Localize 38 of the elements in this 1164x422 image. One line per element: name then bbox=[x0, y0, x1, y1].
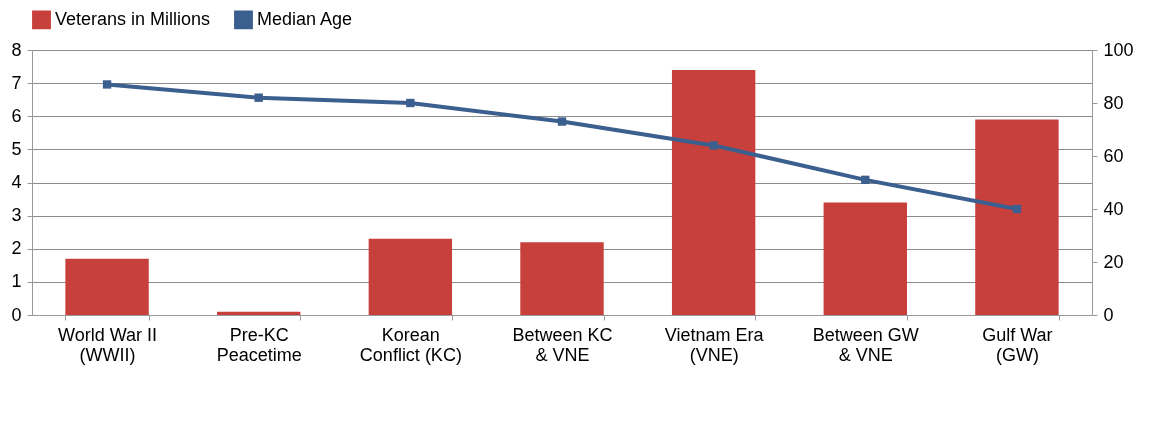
y-tick-label: 7 bbox=[11, 72, 22, 93]
point bbox=[861, 175, 870, 185]
bar bbox=[975, 119, 1059, 315]
y2-tick-label: 20 bbox=[1103, 251, 1124, 272]
y2-tick-label: 100 bbox=[1103, 39, 1134, 60]
bar bbox=[368, 238, 453, 315]
legend-label: Median Age bbox=[257, 8, 353, 29]
point bbox=[1012, 204, 1022, 214]
y2-tick-label: 80 bbox=[1103, 92, 1124, 113]
x-tick-label: World War II (WWII) bbox=[58, 324, 158, 365]
y-tick-label: 2 bbox=[11, 238, 22, 259]
point bbox=[406, 98, 415, 108]
point bbox=[254, 93, 263, 102]
bar bbox=[823, 202, 907, 315]
bar bbox=[65, 258, 149, 315]
x-tick-label: Korean Conflict (KC) bbox=[359, 324, 462, 365]
x-tick-label: Gulf War (GW) bbox=[982, 324, 1053, 365]
y-tick-label: 4 bbox=[11, 172, 22, 192]
bar bbox=[671, 69, 756, 315]
point bbox=[709, 141, 718, 150]
y-tick-label: 3 bbox=[11, 205, 22, 226]
y2-tick-label: 0 bbox=[1103, 304, 1114, 325]
y-tick-label: 6 bbox=[11, 105, 22, 126]
bar bbox=[520, 242, 604, 315]
x-tick-label: Between KC & VNE bbox=[512, 324, 613, 365]
y2-tick-label: 60 bbox=[1103, 145, 1124, 166]
point bbox=[557, 117, 567, 126]
y-tick-label: 5 bbox=[11, 138, 22, 159]
x-tick-label: Between GW & VNE bbox=[812, 324, 919, 365]
y-tick-label: 0 bbox=[11, 304, 22, 325]
legend-label: Veterans in Millions bbox=[55, 8, 211, 29]
y-tick-label: 1 bbox=[11, 271, 22, 292]
bar bbox=[217, 311, 301, 315]
y2-tick-label: 40 bbox=[1103, 198, 1124, 219]
x-tick-label: Vietnam Era (VNE) bbox=[664, 324, 765, 365]
y-tick-label: 8 bbox=[11, 39, 22, 60]
point bbox=[102, 80, 112, 89]
x-tick-label: Pre-KC Peacetime bbox=[216, 324, 302, 365]
